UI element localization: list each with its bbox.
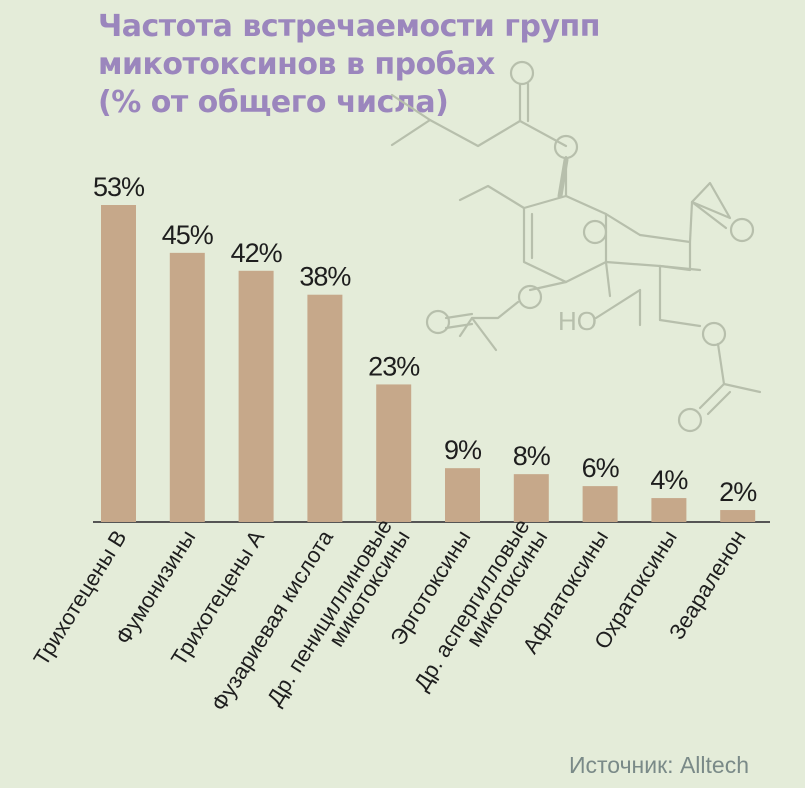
bar-5	[376, 384, 412, 522]
value-label-10: 2%	[719, 477, 757, 507]
value-label-8: 6%	[582, 453, 620, 483]
bar-9	[651, 498, 687, 522]
molecule-illustration: HO	[390, 60, 762, 433]
bar-2	[169, 252, 205, 522]
bars-group	[101, 205, 756, 522]
value-label-1: 53%	[93, 172, 145, 202]
title-line-2: микотоксинов в пробах	[98, 47, 495, 82]
bar-1	[101, 205, 136, 522]
value-label-9: 4%	[650, 465, 688, 495]
chart-title: Частота встречаемости групп микотоксинов…	[98, 8, 618, 122]
bar-8	[582, 486, 618, 522]
category-label-1-line-1: Трихотецены В	[28, 526, 131, 670]
value-label-5: 23%	[368, 351, 420, 381]
value-label-2: 45%	[162, 220, 214, 250]
value-label-3: 42%	[231, 238, 283, 268]
molecule-hydroxyl-label: HO	[558, 306, 597, 336]
bar-7	[513, 474, 549, 522]
value-label-4: 38%	[299, 262, 351, 292]
bar-3	[238, 270, 274, 522]
molecule-oxygen-atoms	[425, 60, 755, 433]
bar-4	[307, 294, 343, 522]
bar-6	[445, 468, 480, 522]
value-label-6: 9%	[444, 435, 482, 465]
value-label-7: 8%	[513, 441, 551, 471]
title-line-1: Частота встречаемости групп	[98, 9, 600, 44]
title-line-3: (% от общего числа)	[98, 85, 449, 120]
category-label-1: Трихотецены В	[28, 526, 131, 670]
bar-10	[720, 510, 756, 522]
source-note: Источник: Alltech	[568, 752, 749, 778]
value-labels-group: 53% 45% 42% 38% 23% 9% 8% 6% 4% 2%	[93, 172, 758, 507]
molecule-bonds	[390, 82, 762, 416]
